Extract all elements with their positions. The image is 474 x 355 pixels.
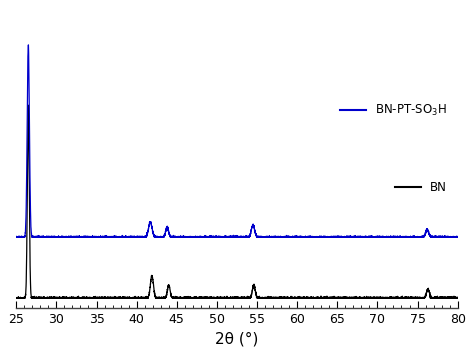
Legend: BN: BN — [390, 176, 452, 199]
X-axis label: 2θ (°): 2θ (°) — [215, 332, 259, 347]
